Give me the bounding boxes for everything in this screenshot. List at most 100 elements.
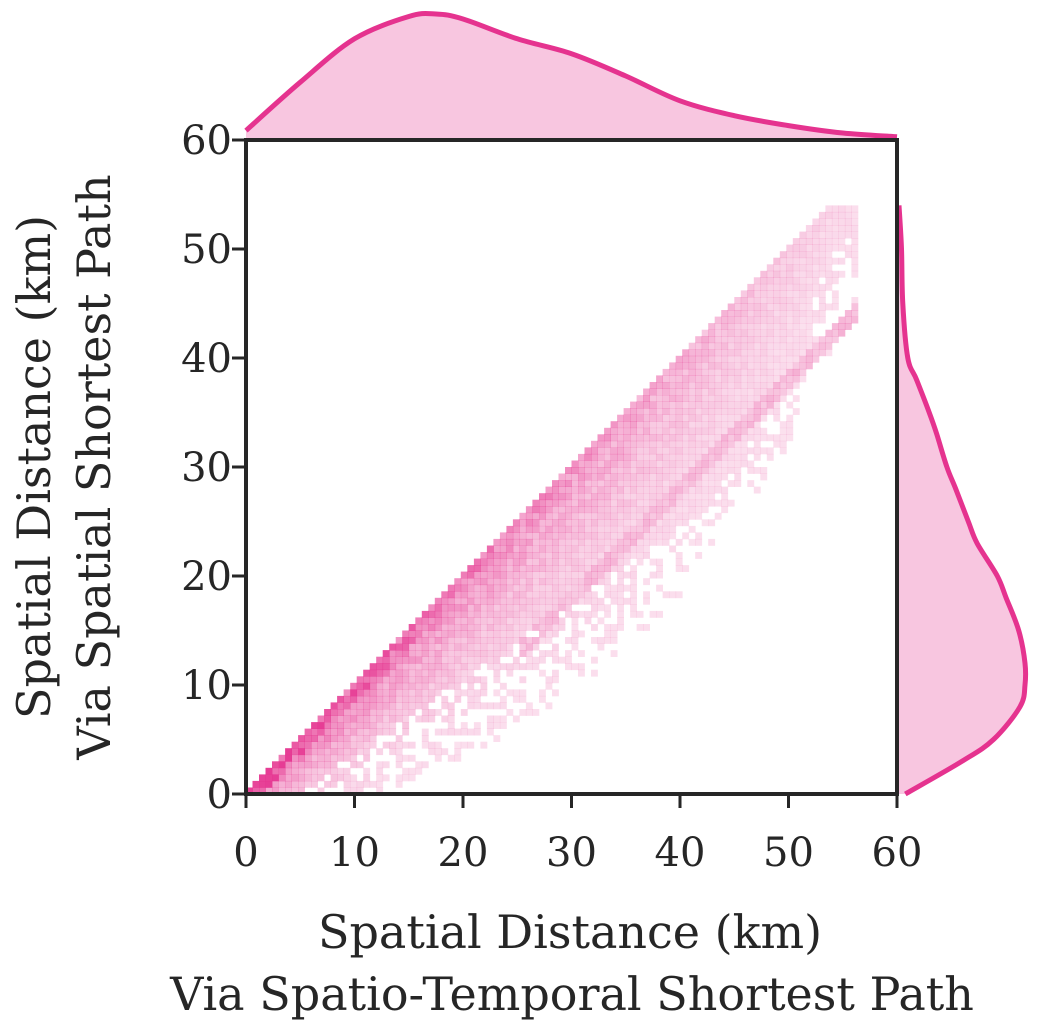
density-bin	[792, 355, 800, 363]
density-bin	[831, 336, 839, 344]
density-bin	[636, 558, 644, 566]
y-axis-title-line2: Via Spatial Shortest Path	[67, 174, 121, 760]
density-bin	[799, 297, 807, 304]
x-tick-label: 40	[655, 830, 706, 876]
density-bin	[402, 754, 410, 762]
density-bin	[734, 310, 742, 317]
density-bin	[727, 368, 735, 376]
density-bin	[753, 349, 761, 357]
density-bin	[571, 637, 579, 644]
density-bin	[610, 434, 618, 442]
density-bin	[272, 780, 279, 788]
density-bin	[617, 421, 624, 429]
density-bin	[818, 251, 826, 259]
density-bin	[786, 434, 794, 442]
density-bin	[434, 689, 442, 697]
density-bin	[441, 610, 449, 618]
density-bin	[539, 552, 546, 559]
density-bin	[695, 473, 703, 481]
density-bin	[610, 506, 618, 514]
density-bin	[734, 401, 742, 409]
density-bin	[753, 408, 761, 415]
density-bin	[597, 467, 605, 474]
density-bin	[525, 552, 533, 559]
density-bin	[291, 761, 299, 769]
density-bin	[721, 310, 729, 317]
density-bin	[792, 290, 800, 298]
density-bin	[695, 486, 703, 494]
density-bin	[708, 440, 716, 448]
density-bin	[460, 610, 468, 618]
density-bin	[747, 362, 755, 370]
density-bin	[343, 709, 351, 716]
density-bin	[591, 604, 598, 612]
density-bin	[695, 375, 703, 383]
density-bin	[656, 512, 663, 520]
density-bin	[512, 591, 520, 599]
density-bin	[643, 538, 650, 546]
density-bin	[747, 342, 755, 350]
density-bin	[675, 493, 683, 501]
density-bin	[545, 578, 553, 586]
density-bin	[766, 375, 774, 383]
density-bin	[714, 434, 722, 442]
density-bin	[389, 643, 397, 651]
density-bin	[805, 362, 813, 370]
density-bin	[649, 480, 657, 487]
density-bin	[708, 427, 716, 435]
density-bin	[395, 669, 403, 677]
density-bin	[636, 545, 644, 553]
density-bin	[617, 545, 624, 553]
density-bin	[402, 702, 410, 710]
density-bin	[649, 401, 657, 409]
density-bin	[662, 591, 670, 599]
density-bin	[630, 565, 637, 572]
density-bin	[714, 382, 722, 389]
density-bin	[669, 434, 677, 442]
density-bin	[812, 336, 820, 344]
density-bin	[512, 604, 520, 612]
density-bin	[805, 310, 813, 317]
density-bin	[415, 702, 423, 710]
density-bin	[402, 722, 410, 729]
density-bin	[695, 467, 703, 474]
density-bin	[525, 584, 533, 592]
density-bin	[669, 395, 677, 402]
density-bin	[565, 512, 572, 520]
density-bin	[298, 767, 305, 775]
density-bin	[766, 323, 774, 330]
y-tick-label: 50	[181, 227, 232, 273]
density-bin	[415, 761, 423, 769]
density-bin	[643, 480, 650, 487]
density-bin	[695, 421, 703, 429]
density-bin	[727, 499, 735, 507]
density-bin	[799, 329, 807, 337]
density-bin	[753, 467, 761, 474]
density-bin	[291, 741, 299, 749]
density-bin	[519, 545, 527, 553]
density-bin	[525, 597, 533, 605]
density-bin	[701, 382, 709, 389]
density-bin	[747, 375, 755, 383]
density-bin	[701, 486, 709, 494]
density-bin	[812, 310, 820, 317]
density-bin	[389, 656, 397, 664]
density-bin	[623, 493, 631, 501]
density-bin	[395, 637, 403, 644]
density-bin	[760, 382, 768, 389]
density-bin	[552, 493, 559, 501]
density-bin	[493, 565, 501, 572]
density-bin	[350, 689, 358, 697]
density-bin	[630, 493, 637, 501]
density-bin	[649, 460, 657, 468]
density-bin	[565, 656, 572, 664]
density-bin	[799, 257, 807, 265]
density-bin	[695, 362, 703, 370]
density-bin	[591, 558, 598, 566]
density-bin	[291, 774, 299, 782]
density-bin	[571, 597, 579, 605]
density-bin	[460, 597, 468, 605]
density-bin	[434, 604, 442, 612]
density-bin	[486, 578, 494, 586]
density-bin	[447, 630, 455, 638]
